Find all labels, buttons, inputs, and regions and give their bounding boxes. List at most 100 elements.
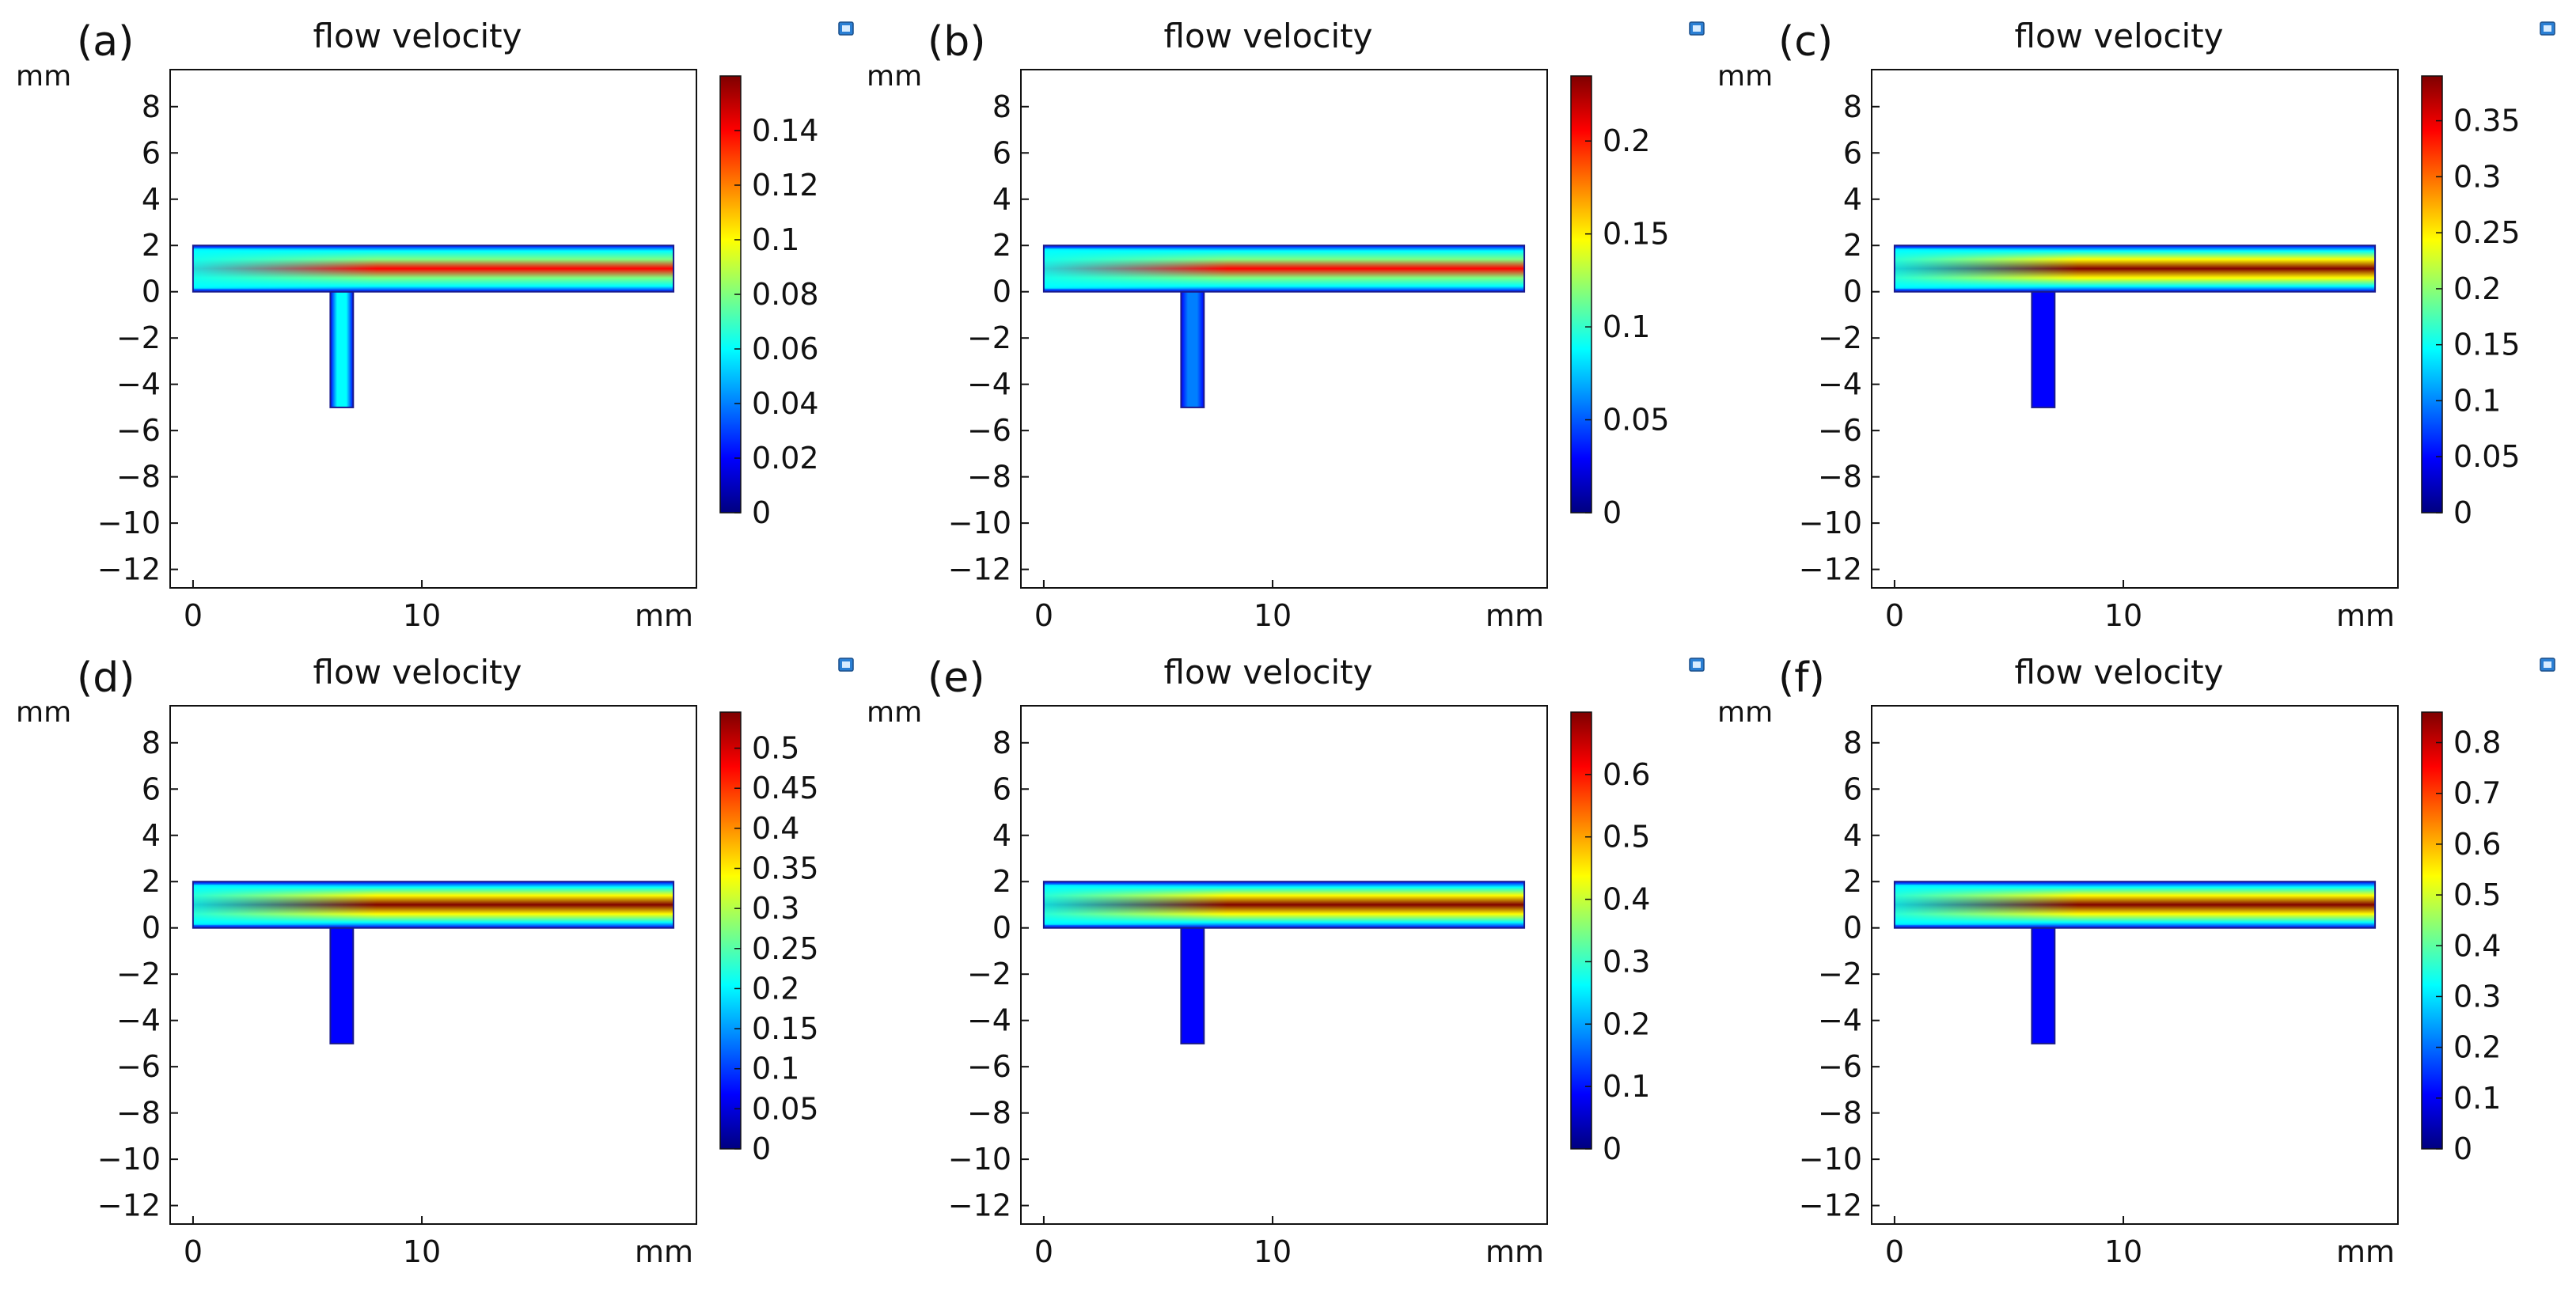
y-tick-label: 2 [992,228,1011,263]
plot-frame [1871,69,2399,589]
colorbar-tick-label: 0.14 [752,113,819,148]
chart-title: flow velocity [313,17,522,55]
y-axis-label: mm [1717,696,1773,729]
y-tick-label: −10 [97,1142,161,1177]
colorbar-tick-label: 0.1 [2453,1081,2501,1116]
x-tick-label: 10 [403,598,441,633]
y-axis-label: mm [16,696,71,729]
colorbar-tick-label: 0.2 [1603,123,1650,158]
y-tick-label: 4 [992,818,1011,853]
panel-label: (d) [77,654,135,702]
y-axis-label: mm [16,60,71,93]
y-tick-label: 0 [142,275,161,309]
plot-toolbar-icon[interactable] [838,658,854,672]
y-tick-label: 8 [142,89,161,124]
panel-label: (c) [1778,18,1833,66]
y-tick-label: −2 [1818,320,1862,355]
colorbar-tick-label: 0.5 [752,731,799,766]
y-axis-label: mm [867,696,922,729]
colorbar-tick-label: 0.6 [1603,757,1650,792]
colorbar-tick-label: 0.1 [2453,383,2501,418]
y-tick-label: −12 [97,1188,161,1223]
colorbar-tick-label: 0 [752,495,771,530]
entry-region [193,248,377,289]
colorbar-tick-label: 0.35 [2453,104,2521,138]
y-axis-label: mm [867,60,922,93]
colorbar-tick-label: 0.5 [1603,820,1650,855]
y-tick-label: 8 [1843,726,1862,760]
y-tick-label: −2 [1818,957,1862,991]
side-channel [329,927,355,1044]
x-tick-label: 10 [2104,1234,2142,1269]
plot-frame [1020,69,1548,589]
colorbar-tick-label: 0.8 [2453,726,2501,760]
colorbar-tick-label: 0.3 [2453,159,2501,194]
side-channel [2031,927,2056,1044]
y-tick-label: −8 [967,1096,1011,1131]
colorbar-tick-label: 0.05 [752,1091,819,1126]
colorbar [2421,711,2443,1150]
y-tick-label: 2 [1843,228,1862,263]
colorbar-tick-label: 0.02 [752,441,819,476]
chart-title: flow velocity [313,653,522,692]
entry-region [193,885,377,925]
y-tick-label: −4 [967,1003,1011,1038]
colorbar-tick-label: 0.1 [1603,1069,1650,1104]
plot-toolbar-icon[interactable] [2540,21,2555,36]
colorbar-tick-label: 0.1 [1603,309,1650,344]
colorbar-tick-label: 0.05 [1603,403,1670,438]
y-tick-label: 2 [1843,864,1862,899]
colorbar [2421,75,2443,514]
colorbar-tick-label: 0.3 [1603,944,1650,979]
colorbar-tick-label: 0.3 [752,891,799,926]
chart-title: flow velocity [1164,17,1373,55]
colorbar-tick-label: 0.35 [752,851,819,886]
x-axis-label: mm [635,598,693,633]
panel-label: (e) [928,654,985,702]
colorbar-tick-label: 0.4 [752,811,799,846]
y-tick-label: −10 [1799,1142,1862,1177]
chart-title: flow velocity [2015,653,2224,692]
y-tick-label: 6 [1843,771,1862,806]
colorbar-tick-label: 0.15 [1603,217,1670,252]
y-tick-label: −8 [116,460,161,495]
panel-label: (b) [928,18,986,66]
x-axis-label: mm [1485,1234,1544,1269]
y-tick-label: −2 [116,320,161,355]
y-tick-label: 2 [142,228,161,263]
colorbar [719,711,742,1150]
plot-frame [1020,705,1548,1225]
y-tick-label: −4 [116,1003,161,1038]
y-tick-label: 2 [142,864,161,899]
colorbar-tick-label: 0.2 [752,971,799,1006]
plot-frame [1871,705,2399,1225]
colorbar-tick-label: 0.15 [752,1011,819,1046]
entry-region [1044,248,1228,289]
colorbar-tick-label: 0 [1603,1131,1622,1166]
y-tick-label: −6 [116,1049,161,1084]
y-tick-label: 0 [992,275,1011,309]
plot-toolbar-icon[interactable] [838,21,854,36]
colorbar-tick-label: 0.1 [752,222,799,257]
y-tick-label: −6 [1818,1049,1862,1084]
plot-toolbar-icon[interactable] [1689,21,1705,36]
y-tick-label: 6 [142,135,161,170]
colorbar-tick-label: 0.6 [2453,827,2501,862]
plot-toolbar-icon[interactable] [2540,658,2555,672]
colorbar [1570,711,1592,1150]
colorbar-tick-label: 0 [2453,1131,2472,1166]
y-tick-label: 8 [992,726,1011,760]
y-tick-label: −10 [97,506,161,540]
panel-label: (a) [77,18,134,66]
y-tick-label: 0 [992,911,1011,946]
y-tick-label: −4 [1818,367,1862,402]
y-tick-label: −8 [1818,460,1862,495]
plot-toolbar-icon[interactable] [1689,658,1705,672]
y-tick-label: 6 [992,771,1011,806]
x-axis-label: mm [2336,1234,2395,1269]
x-tick-label: 0 [184,1234,203,1269]
